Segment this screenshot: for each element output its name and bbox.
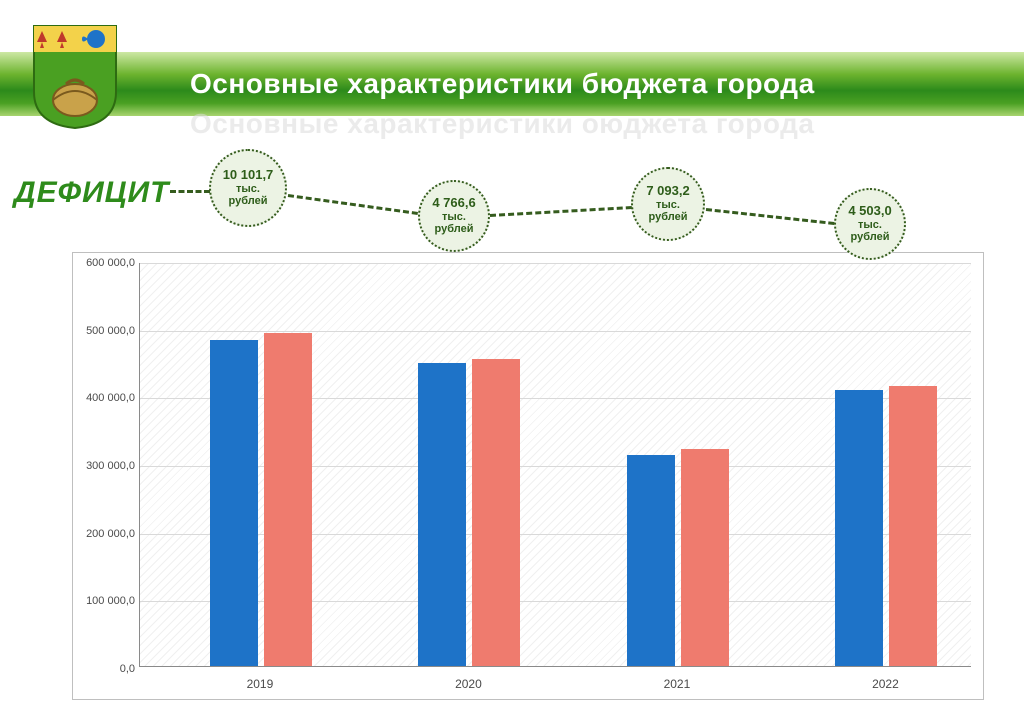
plot-area [139,263,971,667]
bubble-value: 4 766,6 [432,196,475,211]
bar [835,390,883,666]
bar [889,386,937,666]
chart-container: 0,0 100 000,0 200 000,0 300 000,0 400 000,0 5… [72,252,984,700]
bar [210,340,258,666]
deficit-bubble: 4 503,0тыс.рублей [834,188,906,260]
bubble-unit: рублей [435,223,474,235]
x-tick-label: 2021 [664,677,691,691]
y-tick-label: 600 000,0 [75,257,135,269]
connector-line [490,206,632,217]
x-tick-label: 2019 [247,677,274,691]
bubble-unit: рублей [649,211,688,223]
x-tick-label: 2020 [455,677,482,691]
connector-line [288,194,418,215]
bubble-unit: тыс. [858,219,882,231]
bubble-unit: тыс. [442,211,466,223]
bubble-value: 10 101,7 [223,168,274,183]
y-tick-label: 300 000,0 [75,460,135,472]
y-tick-label: 100 000,0 [75,595,135,607]
deficit-label: ДЕФИЦИТ [14,176,169,210]
bubble-value: 7 093,2 [646,184,689,199]
bar [627,455,675,666]
gridline [140,263,971,264]
bar [472,359,520,666]
bubble-unit: тыс. [656,199,680,211]
y-tick-label: 200 000,0 [75,528,135,540]
x-tick-label: 2022 [872,677,899,691]
deficit-bubble: 10 101,7тыс.рублей [209,149,287,227]
crest-icon [30,22,120,130]
bar [681,449,729,666]
bar [418,363,466,666]
connector-line [706,208,834,225]
page-title-ghost: Основные характеристики оюджета города [190,108,814,140]
bubble-value: 4 503,0 [848,204,891,219]
deficit-bubble: 7 093,2тыс.рублей [631,167,705,241]
gridline [140,331,971,332]
bubble-unit: тыс. [236,183,260,195]
bubble-unit: рублей [851,231,890,243]
y-tick-label: 0,0 [75,663,135,675]
y-tick-label: 500 000,0 [75,325,135,337]
page-title: Основные характеристики бюджета города [190,68,815,100]
bar [264,333,312,666]
connector-line [170,190,210,193]
deficit-bubble: 4 766,6тыс.рублей [418,180,490,252]
bubble-unit: рублей [229,195,268,207]
y-tick-label: 400 000,0 [75,392,135,404]
header-band: Основные характеристики бюджета города [0,52,1024,116]
